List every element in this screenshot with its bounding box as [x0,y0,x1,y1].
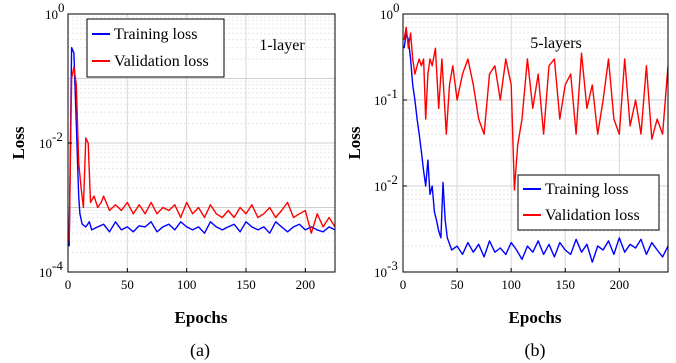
panel-a-series-training-line [68,47,335,247]
panel-b-y-tick-label: 10 [374,93,387,108]
panel-b-plot-area [403,26,668,263]
panel-b-series-validation-line [403,26,668,191]
panel-b-grid [402,14,668,273]
panel-a-x-tick-label: 0 [65,277,72,292]
panel-b-x-tick-label: 0 [400,277,407,292]
panel-a-y-tick-exponent: -2 [52,129,63,144]
panel-b-caption: (b) [525,340,546,361]
panel-b-y-axis-label: Loss [345,126,364,159]
panel-b-x-tick-label: 100 [501,277,521,292]
panel-a-x-tick-label: 50 [121,277,134,292]
panel-b-legend-validation-label: Validation loss [545,207,640,224]
panel-a-legend-box [86,18,225,78]
panel-b-y-tick-label: 10 [380,7,393,22]
panel-b-x-axis-label: Epochs [509,308,562,327]
panel-b-x-tick-label: 200 [610,277,630,292]
panel-a-x-tick-label: 150 [236,277,256,292]
panel-b-y-tick-exponent: -3 [387,258,398,273]
panel-b-x-tick-label: 50 [451,277,464,292]
panel-b-x-tick-label: 150 [555,277,575,292]
panel-b-y-tick-label: 10 [374,265,387,280]
panel-b-y-tick-exponent: 0 [393,0,400,15]
panel-a-y-axis-label: Loss [9,126,28,159]
panel-a-x-tick-label: 200 [296,277,316,292]
panel-b-legend: Training loss Validation loss [517,174,660,231]
panel-a-series-validation-line [68,66,335,242]
panel-a-legend: Training loss Validation loss [86,18,225,78]
panel-a-y-tick-label: 10 [39,136,52,151]
panel-b-y-tick-exponent: -1 [387,86,398,101]
panel-a-legend-training-label: Training loss [114,26,197,43]
panel-b-annotation: 5-layers [530,35,582,52]
panel-a-caption: (a) [190,340,210,361]
panel-a-x-tick-label: 100 [177,277,197,292]
panel-a-plot-area [68,47,335,247]
panel-a-y-tick-exponent: -4 [52,258,63,273]
panel-a-x-axis-label: Epochs [175,308,228,327]
panel-a-y-tick-exponent: 0 [58,0,65,15]
panel-b-legend-box [517,174,660,231]
panel-a-y-tick-label: 10 [39,265,52,280]
panel-a-legend-validation-label: Validation loss [114,53,209,70]
panel-a-y-tick-label: 10 [45,7,58,22]
panel-b-y-tick-label: 10 [374,179,387,194]
panel-b-axes-frame [402,13,669,273]
panel-b-series-training-line [403,32,668,263]
panel-b-legend-training-label: Training loss [545,181,628,198]
panel-b-y-tick-exponent: -2 [387,172,398,187]
panel-a-annotation: 1-layer [259,37,305,54]
